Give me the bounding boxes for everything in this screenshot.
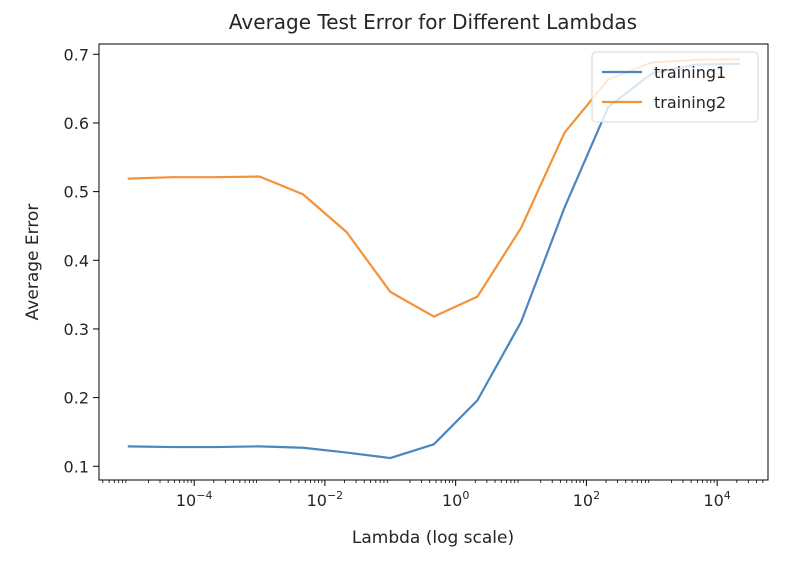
y-tick-label: 0.2 (64, 389, 89, 408)
x-tick-label-base: 10 (573, 491, 593, 510)
x-tick-label: 100 (442, 489, 469, 510)
x-axis-label: Lambda (log scale) (352, 528, 514, 548)
x-tick-label-exponent: −2 (327, 489, 343, 502)
y-tick-label: 0.6 (64, 114, 89, 133)
x-tick-label: 102 (573, 489, 600, 510)
x-tick-label-base: 10 (703, 491, 723, 510)
x-tick-label-exponent: −4 (196, 489, 212, 502)
legend: training1 training2 (591, 51, 759, 123)
y-axis-label: Average Error (23, 204, 43, 321)
y-tick-label: 0.5 (64, 183, 89, 202)
y-axis-ticks: 0.1 0.2 0.3 0.4 0.5 0.6 0.7 (64, 45, 99, 476)
x-tick-label-exponent: 0 (462, 489, 469, 502)
y-tick-label: 0.1 (64, 457, 89, 476)
x-tick-label: 104 (703, 489, 730, 510)
x-axis-ticks: 10−4 10−2 100 102 104 (102, 480, 764, 510)
y-tick-label: 0.3 (64, 320, 89, 339)
x-tick-label-exponent: 2 (593, 489, 600, 502)
y-tick-label: 0.7 (64, 45, 89, 64)
legend-box (591, 51, 759, 123)
chart-title: Average Test Error for Different Lambdas (229, 10, 637, 34)
x-tick-label: 10−2 (307, 489, 344, 510)
x-tick-label: 10−4 (176, 489, 213, 510)
plot-area-frame (98, 43, 769, 481)
x-tick-label-base: 10 (307, 491, 327, 510)
y-tick-label: 0.4 (64, 251, 89, 270)
legend-label: training2 (654, 93, 726, 112)
x-tick-label-base: 10 (442, 491, 462, 510)
x-tick-label-base: 10 (176, 491, 196, 510)
legend-label: training1 (654, 63, 726, 82)
x-tick-label-exponent: 4 (724, 489, 731, 502)
series-line-training1 (127, 62, 740, 460)
